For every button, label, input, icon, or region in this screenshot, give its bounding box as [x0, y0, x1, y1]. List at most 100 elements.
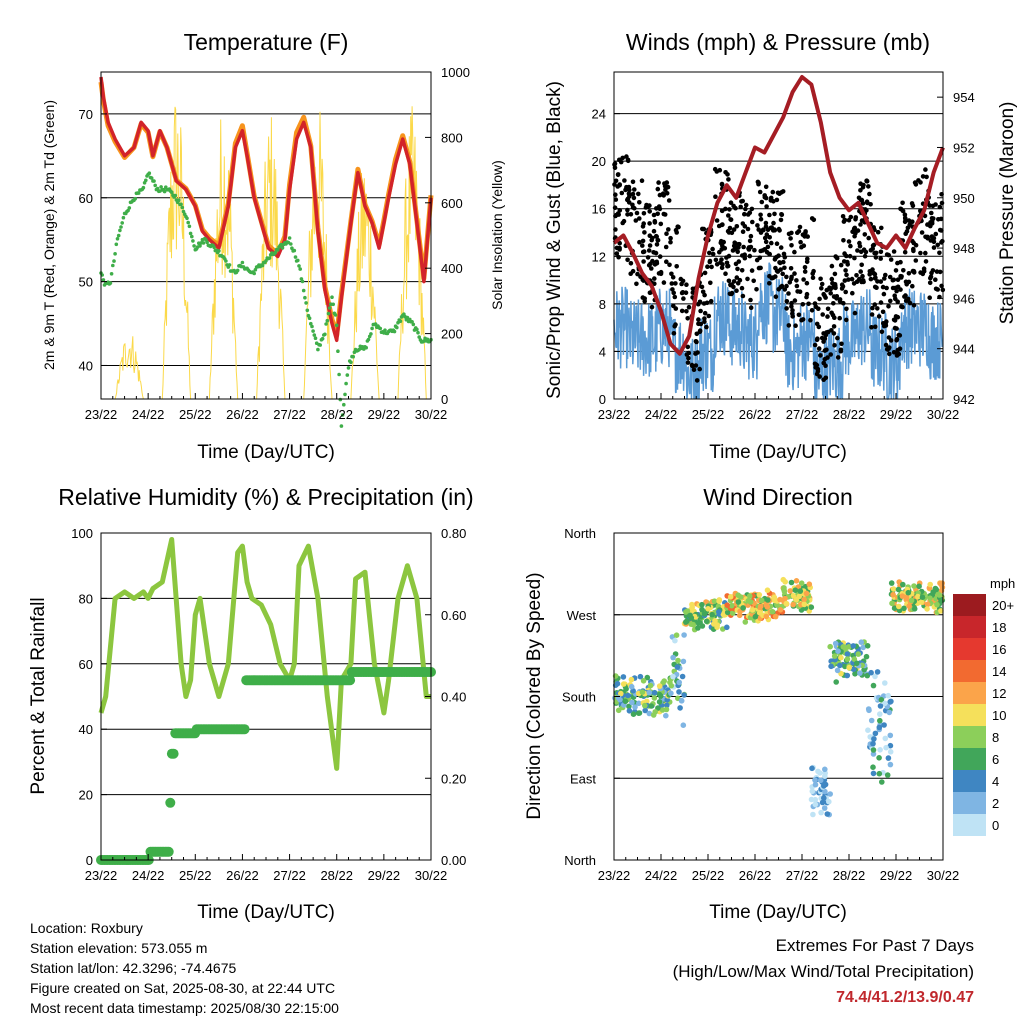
direction-point [769, 608, 776, 615]
dewpoint-point [316, 347, 320, 352]
gust-point [625, 196, 631, 202]
y-right-tick-label: 1000 [441, 65, 470, 80]
dewpoint-point [345, 373, 350, 377]
direction-point [668, 690, 674, 697]
gust-point [661, 280, 667, 285]
dewpoint-point [186, 220, 190, 225]
gust-point [654, 242, 660, 247]
dewpoint-point [198, 244, 202, 248]
gust-point [828, 291, 833, 296]
gust-point [637, 200, 642, 205]
direction-point [895, 586, 902, 593]
direction-point [870, 740, 876, 747]
dewpoint-point [327, 306, 332, 310]
gust-point [672, 294, 678, 300]
direction-point [824, 811, 831, 817]
gust-point [641, 249, 647, 254]
gust-point [935, 242, 940, 248]
gust-point [860, 185, 866, 190]
direction-point [882, 700, 888, 707]
direction-point [901, 605, 907, 612]
direction-point [924, 601, 931, 608]
direction-point [876, 724, 883, 731]
direction-point [651, 689, 658, 696]
gust-point [698, 308, 703, 314]
gust-point [732, 246, 738, 252]
direction-point [678, 698, 685, 704]
direction-point [663, 712, 669, 719]
gust-point [906, 279, 912, 285]
dewpoint-point [188, 231, 193, 236]
gust-point [887, 274, 893, 280]
gust-point [668, 239, 673, 245]
gust-point [666, 198, 672, 203]
gust-point [886, 304, 891, 309]
gust-point [671, 331, 677, 336]
gust-point [918, 250, 923, 256]
gust-point [749, 268, 755, 273]
direction-point [888, 698, 894, 705]
direction-point [657, 693, 664, 699]
gust-point [619, 190, 625, 196]
gust-point [911, 303, 917, 308]
direction-point [699, 623, 706, 629]
gust-point [905, 225, 911, 231]
gust-point [702, 310, 708, 316]
dewpoint-point [312, 333, 317, 337]
direction-point [810, 811, 816, 818]
gust-point [850, 290, 855, 296]
dewpoint-point [252, 271, 256, 276]
gust-point [829, 328, 834, 333]
gust-point [820, 312, 825, 317]
direction-point [716, 598, 722, 604]
dewpoint-point [417, 335, 422, 339]
gust-point [800, 232, 806, 237]
direction-point [780, 576, 787, 583]
speed-legend-swatch [953, 748, 986, 770]
direction-point [864, 672, 871, 679]
gust-point [875, 306, 880, 311]
x-tick-label: 25/22 [179, 407, 212, 422]
elevation-text: Station elevation: 573.055 m [30, 940, 208, 956]
gust-point [869, 312, 875, 317]
gust-point [869, 325, 874, 330]
gust-point [701, 301, 707, 306]
gust-point [838, 262, 844, 268]
humidity-ylabel: Percent & Total Rainfall [28, 597, 49, 794]
gust-point [727, 207, 732, 212]
direction-point [646, 689, 653, 696]
gust-point [787, 280, 793, 285]
direction-point [620, 674, 627, 680]
gust-point [795, 289, 800, 294]
direction-point [938, 596, 944, 603]
gust-point [828, 352, 833, 357]
gust-point [637, 239, 642, 245]
temperature-panel: Temperature (F) 23/22 24/22 25/22 26/22 27/2… [41, 29, 505, 463]
direction-point [651, 695, 658, 701]
gust-point [923, 259, 929, 264]
direction-point [615, 695, 622, 701]
direction-point [747, 599, 754, 605]
gust-point [657, 254, 663, 259]
gust-point [880, 309, 886, 315]
y-right-tick-label: 950 [953, 191, 975, 206]
direction-point [629, 699, 635, 706]
gust-point [757, 255, 763, 260]
gust-point [822, 356, 828, 362]
gust-point [630, 191, 636, 197]
gust-point [740, 198, 745, 204]
gust-point [673, 281, 678, 286]
dewpoint-point [334, 323, 339, 328]
gust-point [704, 324, 709, 330]
gust-point [651, 228, 657, 234]
gust-point [714, 218, 720, 223]
direction-point [790, 601, 796, 608]
gust-point [778, 217, 784, 223]
gust-point [903, 216, 908, 222]
y-tick-label: 0 [86, 853, 93, 868]
direction-point [812, 777, 818, 783]
dewpoint-point [298, 267, 303, 271]
gust-point [894, 338, 899, 343]
gust-point [907, 300, 913, 306]
direction-point [851, 656, 858, 662]
